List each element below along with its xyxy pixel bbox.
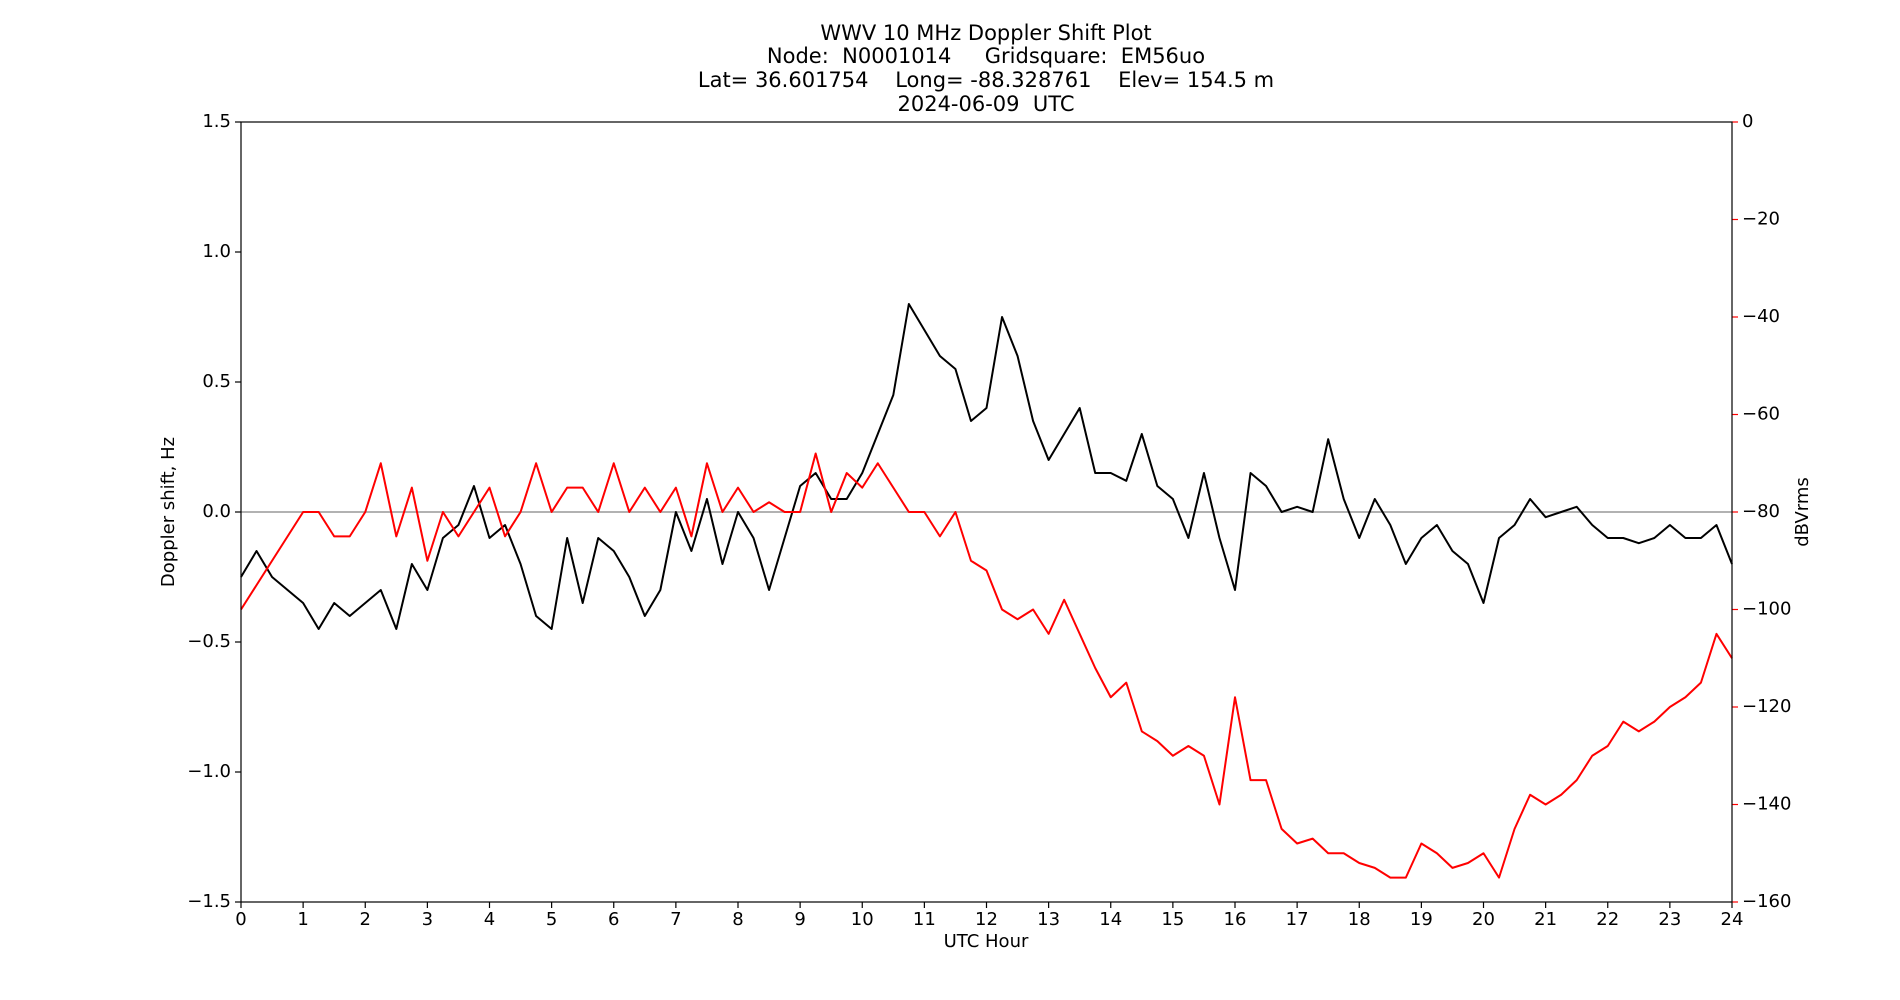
y2-tick-label: −80 <box>1742 501 1780 522</box>
y-tick-label: −0.5 <box>187 631 231 652</box>
y-tick-label: 1.0 <box>202 241 231 262</box>
chart-subtitle: Node: N0001014 Gridsquare: EM56uo <box>767 44 1205 68</box>
x-axis-label: UTC Hour <box>944 931 1029 952</box>
y2-tick-label: −40 <box>1742 306 1780 327</box>
y-tick-label: −1.0 <box>187 761 231 782</box>
x-tick-label: 18 <box>1348 909 1371 930</box>
x-tick-label: 15 <box>1161 909 1184 930</box>
x-tick-label: 23 <box>1658 909 1681 930</box>
y2-axis-label: dBVrms <box>1792 477 1813 547</box>
chart-subtitle: Lat= 36.601754 Long= -88.328761 Elev= 15… <box>698 68 1274 92</box>
x-tick-label: 24 <box>1721 909 1744 930</box>
x-tick-label: 12 <box>975 909 998 930</box>
x-tick-label: 9 <box>794 909 805 930</box>
x-tick-label: 6 <box>608 909 619 930</box>
y2-tick-label: −20 <box>1742 209 1780 230</box>
plot-frame <box>240 121 1733 903</box>
x-tick-label: 8 <box>732 909 743 930</box>
chart-title: WWV 10 MHz Doppler Shift Plot <box>820 21 1151 45</box>
x-tick-label: 21 <box>1534 909 1557 930</box>
x-tick-label: 4 <box>484 909 495 930</box>
x-tick-label: 17 <box>1286 909 1309 930</box>
data-line <box>240 303 1733 630</box>
x-tick-label: 0 <box>235 909 246 930</box>
y2-tick-label: −60 <box>1742 404 1780 425</box>
x-tick-label: 11 <box>913 909 936 930</box>
y-tick-label: 1.5 <box>202 111 231 132</box>
x-tick-label: 13 <box>1037 909 1060 930</box>
y-tick-label: 0.0 <box>202 501 231 522</box>
y2-tick-label: 0 <box>1742 111 1753 132</box>
y2-tick-label: −100 <box>1742 599 1791 620</box>
x-tick-label: 14 <box>1099 909 1122 930</box>
y-tick-label: 0.5 <box>202 371 231 392</box>
x-tick-label: 19 <box>1410 909 1433 930</box>
x-tick-label: 10 <box>851 909 874 930</box>
x-tick-label: 5 <box>546 909 557 930</box>
y2-tick-label: −140 <box>1742 794 1791 815</box>
data-line <box>240 452 1733 879</box>
y-tick-label: −1.5 <box>187 891 231 912</box>
x-tick-label: 1 <box>297 909 308 930</box>
x-tick-label: 20 <box>1472 909 1495 930</box>
x-tick-label: 22 <box>1596 909 1619 930</box>
y2-tick-label: −160 <box>1742 891 1791 912</box>
x-tick-label: 16 <box>1224 909 1247 930</box>
x-tick-label: 7 <box>670 909 681 930</box>
x-tick-label: 3 <box>422 909 433 930</box>
y-axis-label: Doppler shift, Hz <box>158 437 179 587</box>
chart-subtitle: 2024-06-09 UTC <box>897 92 1074 116</box>
y2-tick-label: −120 <box>1742 696 1791 717</box>
x-tick-label: 2 <box>360 909 371 930</box>
